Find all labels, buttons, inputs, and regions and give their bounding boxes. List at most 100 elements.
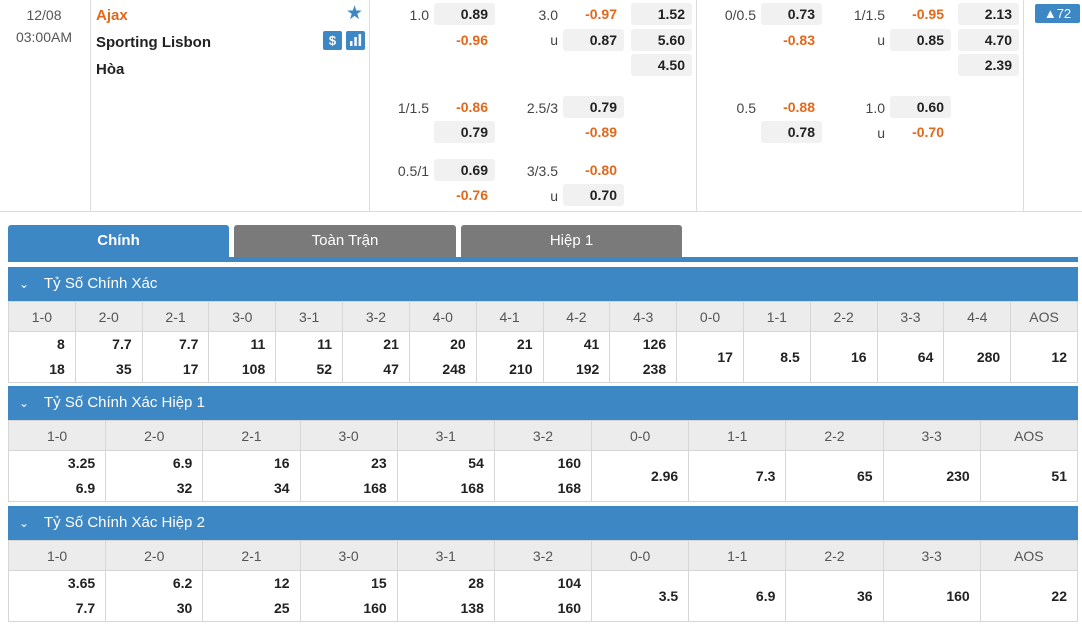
odds-cell[interactable]: 21 47 bbox=[342, 331, 410, 383]
single-odds[interactable]: 7.3 bbox=[755, 467, 776, 484]
home-odds[interactable]: 12 bbox=[273, 575, 290, 591]
home-odds[interactable]: 11 bbox=[317, 336, 333, 352]
h1-1x2-away-odds[interactable]: 4.70 bbox=[958, 29, 1019, 51]
handicap-away-odds-3[interactable]: -0.76 bbox=[456, 187, 488, 203]
home-team[interactable]: Ajax bbox=[96, 7, 128, 24]
away-odds[interactable]: 138 bbox=[460, 600, 484, 616]
home-odds[interactable]: 21 bbox=[516, 336, 533, 352]
odds-cell[interactable]: 6.9 32 bbox=[105, 450, 204, 502]
odds-cell[interactable]: 22 bbox=[979, 570, 1079, 622]
home-odds[interactable]: 21 bbox=[383, 336, 399, 352]
odds-cell[interactable]: 3.65 7.7 bbox=[7, 570, 107, 622]
h1-handicap-home-odds[interactable]: 0.73 bbox=[761, 3, 822, 25]
h1-over-odds-2[interactable]: 0.60 bbox=[890, 96, 951, 118]
dollar-icon[interactable]: $ bbox=[323, 31, 342, 50]
h1-handicap-away-odds-2[interactable]: 0.78 bbox=[761, 121, 822, 143]
odds-cell[interactable]: 23 168 bbox=[299, 450, 398, 502]
away-odds[interactable]: 168 bbox=[557, 480, 582, 496]
away-odds[interactable]: 32 bbox=[176, 480, 193, 496]
handicap-home-odds-3[interactable]: 0.69 bbox=[434, 159, 495, 181]
odds-cell[interactable]: 54 168 bbox=[396, 450, 495, 502]
section-header[interactable]: ⌄ Tỷ Số Chính Xác bbox=[8, 267, 1078, 301]
away-odds[interactable]: 25 bbox=[273, 600, 290, 616]
odds-cell[interactable]: 11 108 bbox=[208, 331, 277, 383]
away-team[interactable]: Sporting Lisbon bbox=[96, 34, 211, 51]
odds-cell[interactable]: 6.9 bbox=[688, 570, 787, 622]
over-odds-2[interactable]: 0.79 bbox=[563, 96, 624, 118]
odds-cell[interactable]: 126 238 bbox=[609, 331, 678, 383]
home-odds[interactable]: 8 bbox=[57, 336, 65, 352]
tab-main[interactable]: Chính bbox=[8, 225, 229, 257]
home-odds[interactable]: 20 bbox=[450, 336, 466, 352]
chevron-down-icon[interactable]: ⌄ bbox=[19, 516, 30, 530]
section-header[interactable]: ⌄ Tỷ Số Chính Xác Hiệp 1 bbox=[8, 386, 1078, 420]
home-odds[interactable]: 160 bbox=[557, 455, 582, 471]
odds-cell[interactable]: 65 bbox=[785, 450, 884, 502]
odds-cell[interactable]: 160 bbox=[882, 570, 981, 622]
away-odds[interactable]: 192 bbox=[575, 361, 600, 377]
odds-cell[interactable]: 16 bbox=[809, 331, 878, 383]
single-odds[interactable]: 12 bbox=[1051, 348, 1067, 365]
under-odds-3[interactable]: 0.70 bbox=[563, 184, 624, 206]
away-odds[interactable]: 34 bbox=[273, 480, 290, 496]
handicap-away-odds-2[interactable]: 0.79 bbox=[434, 121, 495, 143]
single-odds[interactable]: 2.96 bbox=[650, 467, 679, 484]
odds-cell[interactable]: 36 bbox=[785, 570, 884, 622]
bar-chart-icon[interactable] bbox=[346, 31, 365, 50]
home-odds[interactable]: 6.2 bbox=[172, 575, 193, 591]
h1-handicap-home-odds-2[interactable]: -0.88 bbox=[783, 99, 815, 115]
away-odds[interactable]: 168 bbox=[460, 480, 484, 496]
single-odds[interactable]: 64 bbox=[917, 348, 934, 365]
single-odds[interactable]: 65 bbox=[856, 467, 873, 484]
single-odds[interactable]: 160 bbox=[946, 587, 970, 604]
more-markets-button[interactable]: ▲72 bbox=[1035, 4, 1080, 23]
star-icon[interactable]: ★ bbox=[346, 3, 364, 24]
home-odds[interactable]: 41 bbox=[583, 336, 600, 352]
odds-cell[interactable]: 8.5 bbox=[742, 331, 811, 383]
away-odds[interactable]: 108 bbox=[241, 361, 266, 377]
h1-under-odds[interactable]: 0.85 bbox=[890, 29, 951, 51]
odds-cell[interactable]: 104 160 bbox=[493, 570, 593, 622]
single-odds[interactable]: 280 bbox=[976, 348, 1001, 365]
odds-cell[interactable]: 51 bbox=[979, 450, 1079, 502]
single-odds[interactable]: 3.5 bbox=[658, 587, 679, 604]
h1-under-odds-2[interactable]: -0.70 bbox=[912, 124, 944, 140]
away-odds[interactable]: 160 bbox=[363, 600, 387, 616]
home-odds[interactable]: 7.7 bbox=[112, 336, 132, 352]
home-odds[interactable]: 11 bbox=[250, 336, 266, 352]
odds-cell[interactable]: 6.2 30 bbox=[105, 570, 204, 622]
tab-full-match[interactable]: Toàn Trận bbox=[234, 225, 456, 257]
single-odds[interactable]: 36 bbox=[856, 587, 873, 604]
odds-cell[interactable]: 20 248 bbox=[408, 331, 477, 383]
handicap-home-odds-2[interactable]: -0.86 bbox=[456, 99, 488, 115]
odds-cell[interactable]: 7.7 17 bbox=[141, 331, 210, 383]
home-odds[interactable]: 28 bbox=[468, 575, 484, 591]
1x2-away-odds[interactable]: 5.60 bbox=[631, 29, 692, 51]
1x2-home-odds[interactable]: 1.52 bbox=[631, 3, 692, 25]
h1-handicap-away-odds[interactable]: -0.83 bbox=[783, 32, 815, 48]
odds-cell[interactable]: 7.3 bbox=[688, 450, 787, 502]
odds-cell[interactable]: 2.96 bbox=[591, 450, 690, 502]
home-odds[interactable]: 6.9 bbox=[172, 455, 193, 471]
away-odds[interactable]: 7.7 bbox=[75, 600, 96, 616]
away-odds[interactable]: 35 bbox=[116, 361, 132, 377]
odds-cell[interactable]: 8 18 bbox=[8, 331, 76, 383]
odds-cell[interactable]: 12 bbox=[1010, 331, 1078, 383]
odds-cell[interactable]: 230 bbox=[882, 450, 981, 502]
1x2-draw-odds[interactable]: 4.50 bbox=[631, 54, 692, 76]
home-odds[interactable]: 15 bbox=[371, 575, 387, 591]
away-odds[interactable]: 6.9 bbox=[75, 480, 96, 496]
h1-1x2-draw-odds[interactable]: 2.39 bbox=[958, 54, 1019, 76]
odds-cell[interactable]: 3.25 6.9 bbox=[7, 450, 107, 502]
single-odds[interactable]: 22 bbox=[1051, 587, 1067, 604]
over-odds-3[interactable]: -0.80 bbox=[585, 162, 617, 178]
single-odds[interactable]: 8.5 bbox=[780, 348, 800, 365]
away-odds[interactable]: 18 bbox=[49, 361, 65, 377]
home-odds[interactable]: 7.7 bbox=[178, 336, 199, 352]
odds-cell[interactable]: 17 bbox=[676, 331, 744, 383]
handicap-home-odds[interactable]: 0.89 bbox=[434, 3, 495, 25]
h1-over-odds[interactable]: -0.95 bbox=[912, 6, 944, 22]
odds-cell[interactable]: 21 210 bbox=[475, 331, 544, 383]
away-odds[interactable]: 17 bbox=[182, 361, 199, 377]
single-odds[interactable]: 51 bbox=[1051, 467, 1067, 484]
